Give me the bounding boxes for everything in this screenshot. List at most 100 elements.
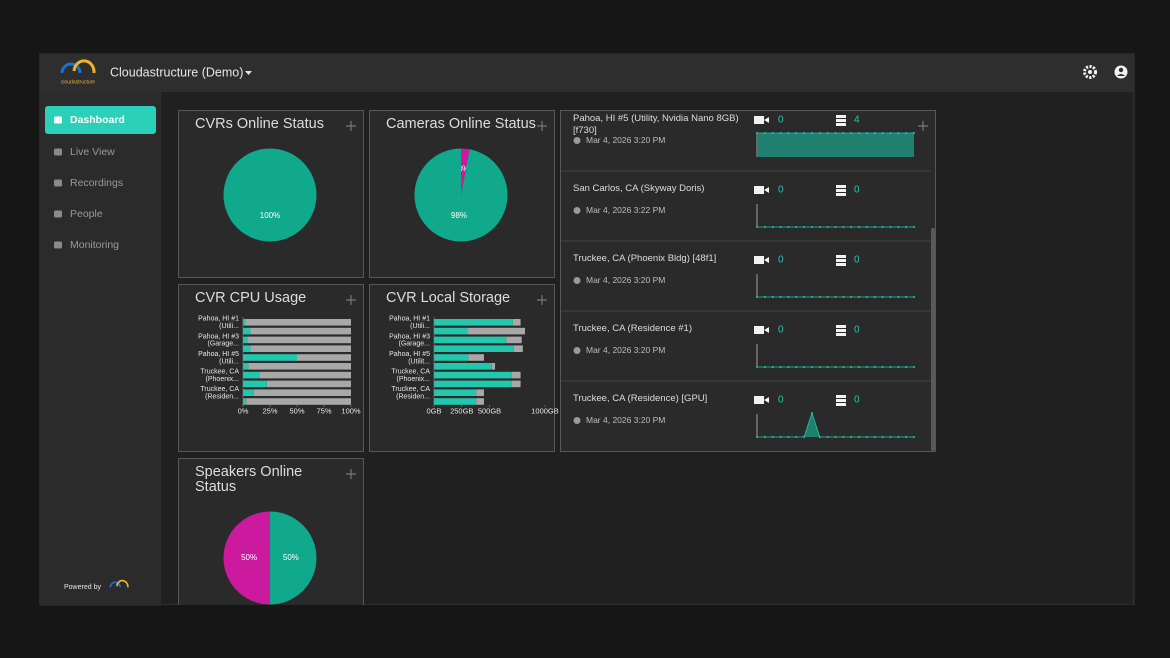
spark-dot: [873, 296, 876, 298]
spark-dot: [810, 226, 813, 228]
spark-dot: [881, 226, 884, 228]
bar-segment: [243, 371, 260, 379]
move-handle[interactable]: [346, 295, 356, 305]
account-icon[interactable]: [1114, 65, 1128, 79]
device-row[interactable]: Truckee, CA (Residence #1) Mar 4, 2026 3:…: [561, 323, 930, 382]
content-bottom-mask: [161, 605, 1134, 658]
device-name: Truckee, CA (Residence #1): [573, 323, 692, 334]
category-label: Truckee, CA: [200, 369, 239, 376]
device-name: Truckee, CA (Residence) [GPU]: [573, 393, 708, 404]
spark-dot: [818, 366, 821, 368]
camera-icon: [754, 326, 769, 334]
sidebar: [40, 92, 161, 605]
org-title[interactable]: Cloudastructure (Demo): [110, 65, 243, 79]
widget-title: CVRs Online Status: [195, 117, 324, 132]
x-tick-label: 0%: [238, 406, 249, 415]
spark-dot: [771, 366, 774, 368]
spark-dot: [842, 366, 845, 368]
settings-icon[interactable]: [1083, 65, 1097, 79]
camera-icon: [754, 396, 769, 404]
spark-dot: [756, 436, 758, 438]
bar-segment: [434, 363, 492, 370]
bar-segment: [434, 345, 514, 352]
nav-icon: [54, 210, 62, 218]
widget-title-box: Speakers Online Status: [195, 465, 302, 495]
bar-segment: [247, 336, 351, 344]
nav-item[interactable]: People: [70, 208, 103, 220]
camera-icon: [754, 186, 769, 194]
logo-arc: [72, 59, 96, 74]
org-caret[interactable]: [245, 71, 252, 75]
bar-segment: [243, 327, 251, 335]
device-row[interactable]: San Carlos, CA (Skyway Doris) Mar 4, 2026…: [561, 183, 930, 242]
move-handle[interactable]: [537, 295, 547, 305]
widget-storage: CVR Local Storage Pahoa, HI #1(Utili... Pa…: [369, 284, 559, 452]
spark-dot: [803, 226, 806, 228]
spark-dot: [810, 412, 813, 414]
spark-dot: [779, 296, 782, 298]
spark-dot: [913, 132, 915, 134]
widget-cvrs: CVRs Online Status 100%: [178, 110, 364, 278]
logo: [60, 59, 96, 74]
spark-dot: [858, 296, 861, 298]
scrollbar-thumb[interactable]: [931, 228, 935, 451]
spark-dot: [771, 436, 774, 438]
spark-dot: [834, 366, 837, 368]
bar-segment: [434, 354, 469, 361]
pie-slice: [461, 148, 470, 195]
bar-segment: [243, 363, 249, 370]
nav-active-bg[interactable]: [45, 106, 156, 134]
gear-hub: [1088, 70, 1092, 74]
category-label: Pahoa, HI #3: [389, 333, 430, 340]
nav-item[interactable]: Recordings: [70, 177, 123, 189]
footer-logo: [109, 579, 129, 588]
bar-segment: [253, 389, 351, 396]
camera-count: 0: [778, 395, 784, 406]
spark-dot: [873, 436, 876, 438]
spark-dot: [803, 366, 806, 368]
device-rows: Pahoa, HI #5 (Utility, Nvidia Nano 8GB) …: [561, 113, 930, 438]
spark-dot: [795, 436, 798, 438]
device-row[interactable]: Truckee, CA (Phoenix Bldg) [48f1] Mar 4, …: [561, 253, 930, 312]
move-handle[interactable]: [537, 121, 547, 131]
widget-panel: [369, 110, 555, 278]
spark-dot: [779, 436, 782, 438]
spark-dot: [889, 226, 892, 228]
category-label: Pahoa, HI #5: [389, 351, 430, 358]
spark-dot: [905, 132, 908, 134]
category-label: (Phoenix...: [397, 376, 431, 383]
logo-arc: [116, 579, 129, 588]
spark-dot: [756, 366, 758, 368]
move-handle[interactable]: [346, 469, 356, 479]
spark-dot: [850, 366, 853, 368]
move-handle[interactable]: [346, 121, 356, 131]
spark-dot: [810, 366, 813, 368]
x-tick-label: 0GB: [426, 406, 441, 415]
spark-dot: [810, 296, 813, 298]
nav-item[interactable]: Monitoring: [70, 239, 119, 251]
pie-slice: [414, 148, 508, 242]
spark-dot: [865, 296, 868, 298]
device-row[interactable]: Pahoa, HI #5 (Utility, Nvidia Nano 8GB) …: [561, 113, 930, 172]
category-label: Pahoa, HI #1: [198, 316, 239, 323]
user-head: [1118, 67, 1124, 73]
storage-icon: [836, 255, 846, 266]
nav-item[interactable]: Live View: [70, 146, 115, 158]
spark-dot: [787, 436, 790, 438]
camera-icon: [754, 256, 769, 264]
nav-icon: [54, 148, 62, 156]
spark-dot: [818, 436, 821, 438]
move-handle[interactable]: [918, 121, 928, 131]
nav-item[interactable]: Dashboard: [70, 114, 125, 126]
category-label: Pahoa, HI #1: [389, 316, 430, 323]
logo-arc: [60, 62, 82, 74]
widget-title: Cameras Online Status: [386, 117, 536, 132]
spark-dot: [756, 226, 758, 228]
spark-dot: [763, 436, 766, 438]
spark-dot: [842, 436, 845, 438]
device-time: Mar 4, 2026 3:20 PM: [586, 275, 665, 285]
device-row[interactable]: Truckee, CA (Residence) [GPU] Mar 4, 2026…: [573, 393, 915, 438]
spark-dot: [881, 296, 884, 298]
spark-dot: [763, 366, 766, 368]
spark-dot: [818, 226, 821, 228]
